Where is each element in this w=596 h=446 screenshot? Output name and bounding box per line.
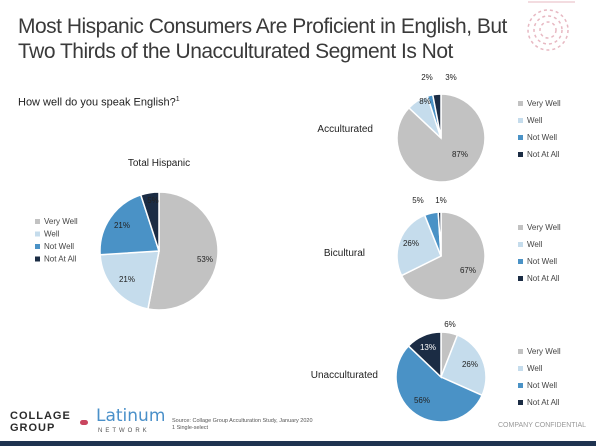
pie-data-label: 6% — [444, 320, 456, 329]
pie-slice — [431, 93, 442, 139]
source-note: Source: Collage Group Acculturation Stud… — [172, 418, 313, 432]
legend-label: Not At All — [527, 274, 560, 283]
survey-question: How well do you speak English?1 — [18, 96, 180, 109]
pie-data-label: 56% — [414, 396, 430, 405]
pie-chart-title: Acculturated — [317, 124, 373, 135]
decorative-swirl-icon — [527, 9, 569, 51]
legend-label: Very Well — [527, 223, 561, 232]
legend-label: Not Well — [44, 242, 74, 251]
footer-bar — [0, 441, 596, 446]
decorative-swirl-icon — [539, 21, 557, 39]
legend-label: Not Well — [527, 133, 557, 142]
pie-data-label: 3% — [445, 73, 457, 82]
pie-slice — [400, 211, 486, 301]
pie-slice — [437, 211, 442, 257]
latinum-logo: Latinum — [96, 406, 166, 426]
pie-slice — [147, 191, 219, 311]
pie-chart-title: Total Hispanic — [128, 158, 190, 169]
pie-slice — [440, 334, 487, 397]
pie-slice — [407, 331, 442, 379]
collage-logo-line1: COLLAGE — [10, 410, 71, 422]
pie-data-label: 5% — [147, 196, 159, 205]
collage-group-logo: COLLAGE GROUP — [10, 410, 71, 434]
pie-data-label: 2% — [421, 73, 433, 82]
pie-data-label: 5% — [412, 196, 424, 205]
logo-dot-icon — [80, 420, 88, 425]
legend-label: Not At All — [527, 398, 560, 407]
legend-label: Well — [44, 230, 60, 239]
collage-logo-line2: GROUP — [10, 422, 56, 434]
legend-label: Not Well — [527, 257, 557, 266]
pie-chart-title: Bicultural — [324, 248, 365, 259]
pie-data-label: 26% — [403, 239, 419, 248]
pie-data-label: 21% — [119, 275, 135, 284]
pie-data-label: 87% — [452, 150, 468, 159]
decorative-swirl-icon — [533, 15, 563, 45]
legend-swatch — [518, 225, 523, 230]
legend-label: Very Well — [527, 99, 561, 108]
pie-data-label: 53% — [197, 255, 213, 264]
legend-label: Well — [527, 240, 543, 249]
legend-label: Well — [527, 116, 543, 125]
legend-label: Not Well — [527, 381, 557, 390]
legend-swatch — [518, 400, 523, 405]
pie-slice — [99, 193, 161, 256]
pie-data-label: 67% — [460, 266, 476, 275]
legend-label: Very Well — [44, 217, 78, 226]
legend-label: Not At All — [44, 255, 77, 264]
pie-data-label: 1% — [435, 196, 447, 205]
pie-data-label: 21% — [114, 221, 130, 230]
pie-slice — [395, 344, 484, 423]
source-line-2: 1 Single-select — [172, 425, 209, 431]
question-text: How well do you speak English? — [18, 96, 176, 109]
confidential-label: COMPANY CONFIDENTIAL — [498, 422, 587, 429]
question-footnote-marker: 1 — [175, 96, 180, 103]
legend-swatch — [518, 152, 523, 157]
legend-swatch — [518, 101, 523, 106]
pie-data-label: 26% — [462, 360, 478, 369]
legend-label: Very Well — [527, 347, 561, 356]
legend-label: Well — [527, 364, 543, 373]
legend-swatch — [518, 383, 523, 388]
pie-data-label: 13% — [420, 343, 436, 352]
legend-swatch — [518, 276, 523, 281]
legend-swatch — [518, 259, 523, 264]
pie-slice — [99, 250, 160, 310]
legend-swatch — [35, 256, 40, 262]
slide-title: Most Hispanic Consumers Are Proficient i… — [18, 15, 507, 63]
source-line-1: Source: Collage Group Acculturation Stud… — [172, 418, 313, 424]
legend-swatch — [518, 118, 523, 123]
legend-swatch — [35, 244, 40, 249]
legend-label: Not At All — [527, 150, 560, 159]
latinum-network-text: NETWORK — [98, 428, 150, 434]
legend-swatch — [35, 231, 40, 237]
legend-swatch — [518, 135, 523, 140]
pie-data-label: 8% — [419, 97, 431, 106]
legend-swatch — [518, 349, 523, 354]
pie-slice — [139, 191, 160, 252]
pie-chart-title: Unacculturated — [311, 370, 378, 381]
legend-swatch — [518, 242, 523, 247]
legend-swatch — [35, 219, 40, 224]
legend-swatch — [518, 366, 523, 371]
